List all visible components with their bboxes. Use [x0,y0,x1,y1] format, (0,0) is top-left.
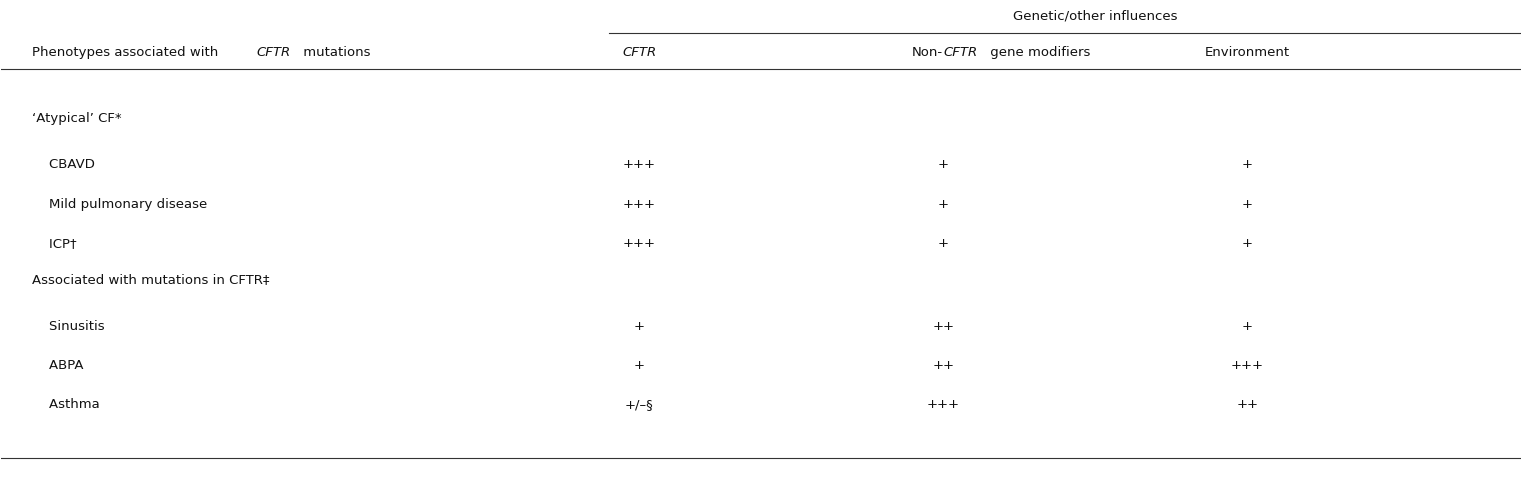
Text: gene modifiers: gene modifiers [986,46,1090,59]
Text: +: + [938,159,948,171]
Text: ABPA: ABPA [32,358,84,372]
Text: +: + [1242,320,1253,332]
Text: Asthma: Asthma [32,398,99,410]
Text: +/–§: +/–§ [626,398,654,410]
Text: Mild pulmonary disease: Mild pulmonary disease [32,197,207,211]
Text: ICP†: ICP† [32,237,76,249]
Text: Non-: Non- [912,46,944,59]
Text: Associated with mutations in CFTR‡: Associated with mutations in CFTR‡ [32,273,269,286]
Text: CFTR: CFTR [944,46,977,59]
Text: ++: ++ [1236,398,1259,410]
Text: Environment: Environment [1204,46,1289,59]
Text: +: + [938,197,948,211]
Text: Sinusitis: Sinusitis [32,320,105,332]
Text: +: + [1242,197,1253,211]
Text: Genetic/other influences: Genetic/other influences [1014,9,1178,23]
Text: +: + [1242,159,1253,171]
Text: +: + [635,358,645,372]
Text: +++: +++ [1231,358,1263,372]
Text: +++: +++ [622,197,656,211]
Text: ‘Atypical’ CF*: ‘Atypical’ CF* [32,112,122,125]
Text: Phenotypes associated with: Phenotypes associated with [32,46,222,59]
Text: CFTR: CFTR [257,46,291,59]
Text: CBAVD: CBAVD [32,159,94,171]
Text: +: + [938,237,948,249]
Text: +++: +++ [622,237,656,249]
Text: +++: +++ [927,398,960,410]
Text: CFTR: CFTR [622,46,656,59]
Text: +++: +++ [622,159,656,171]
Text: +: + [1242,237,1253,249]
Text: +: + [635,320,645,332]
Text: mutations: mutations [300,46,371,59]
Text: ++: ++ [933,320,954,332]
Text: ++: ++ [933,358,954,372]
